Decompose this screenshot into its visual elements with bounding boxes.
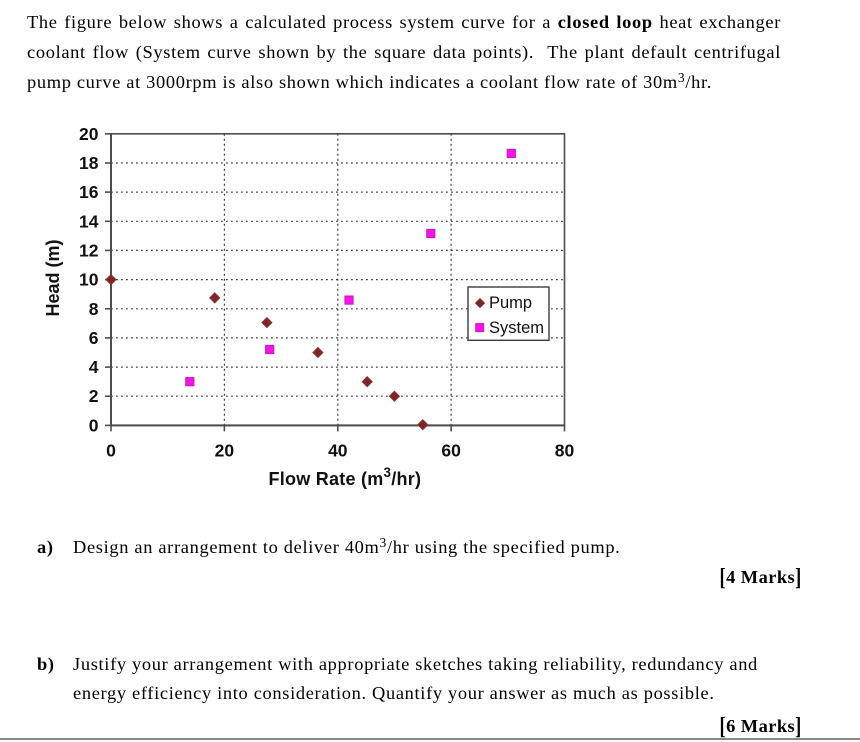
- svg-text:Flow Rate (m3/hr): Flow Rate (m3/hr): [269, 465, 422, 489]
- svg-text:6: 6: [89, 328, 99, 348]
- svg-text:16: 16: [79, 182, 99, 202]
- svg-text:80: 80: [555, 441, 575, 461]
- svg-text:4: 4: [89, 357, 99, 377]
- svg-text:20: 20: [215, 441, 235, 461]
- svg-text:System: System: [489, 319, 544, 337]
- svg-text:0: 0: [89, 415, 99, 435]
- svg-text:20: 20: [79, 124, 99, 144]
- svg-text:18: 18: [79, 153, 99, 173]
- svg-text:Head (m): Head (m): [43, 239, 63, 316]
- svg-text:2: 2: [89, 386, 99, 406]
- svg-text:12: 12: [79, 240, 99, 260]
- svg-text:Pump: Pump: [489, 294, 532, 312]
- svg-text:8: 8: [89, 299, 99, 319]
- svg-text:14: 14: [79, 211, 99, 231]
- svg-text:60: 60: [441, 441, 461, 461]
- svg-text:10: 10: [79, 270, 99, 290]
- svg-text:40: 40: [328, 441, 348, 461]
- svg-text:0: 0: [106, 441, 116, 461]
